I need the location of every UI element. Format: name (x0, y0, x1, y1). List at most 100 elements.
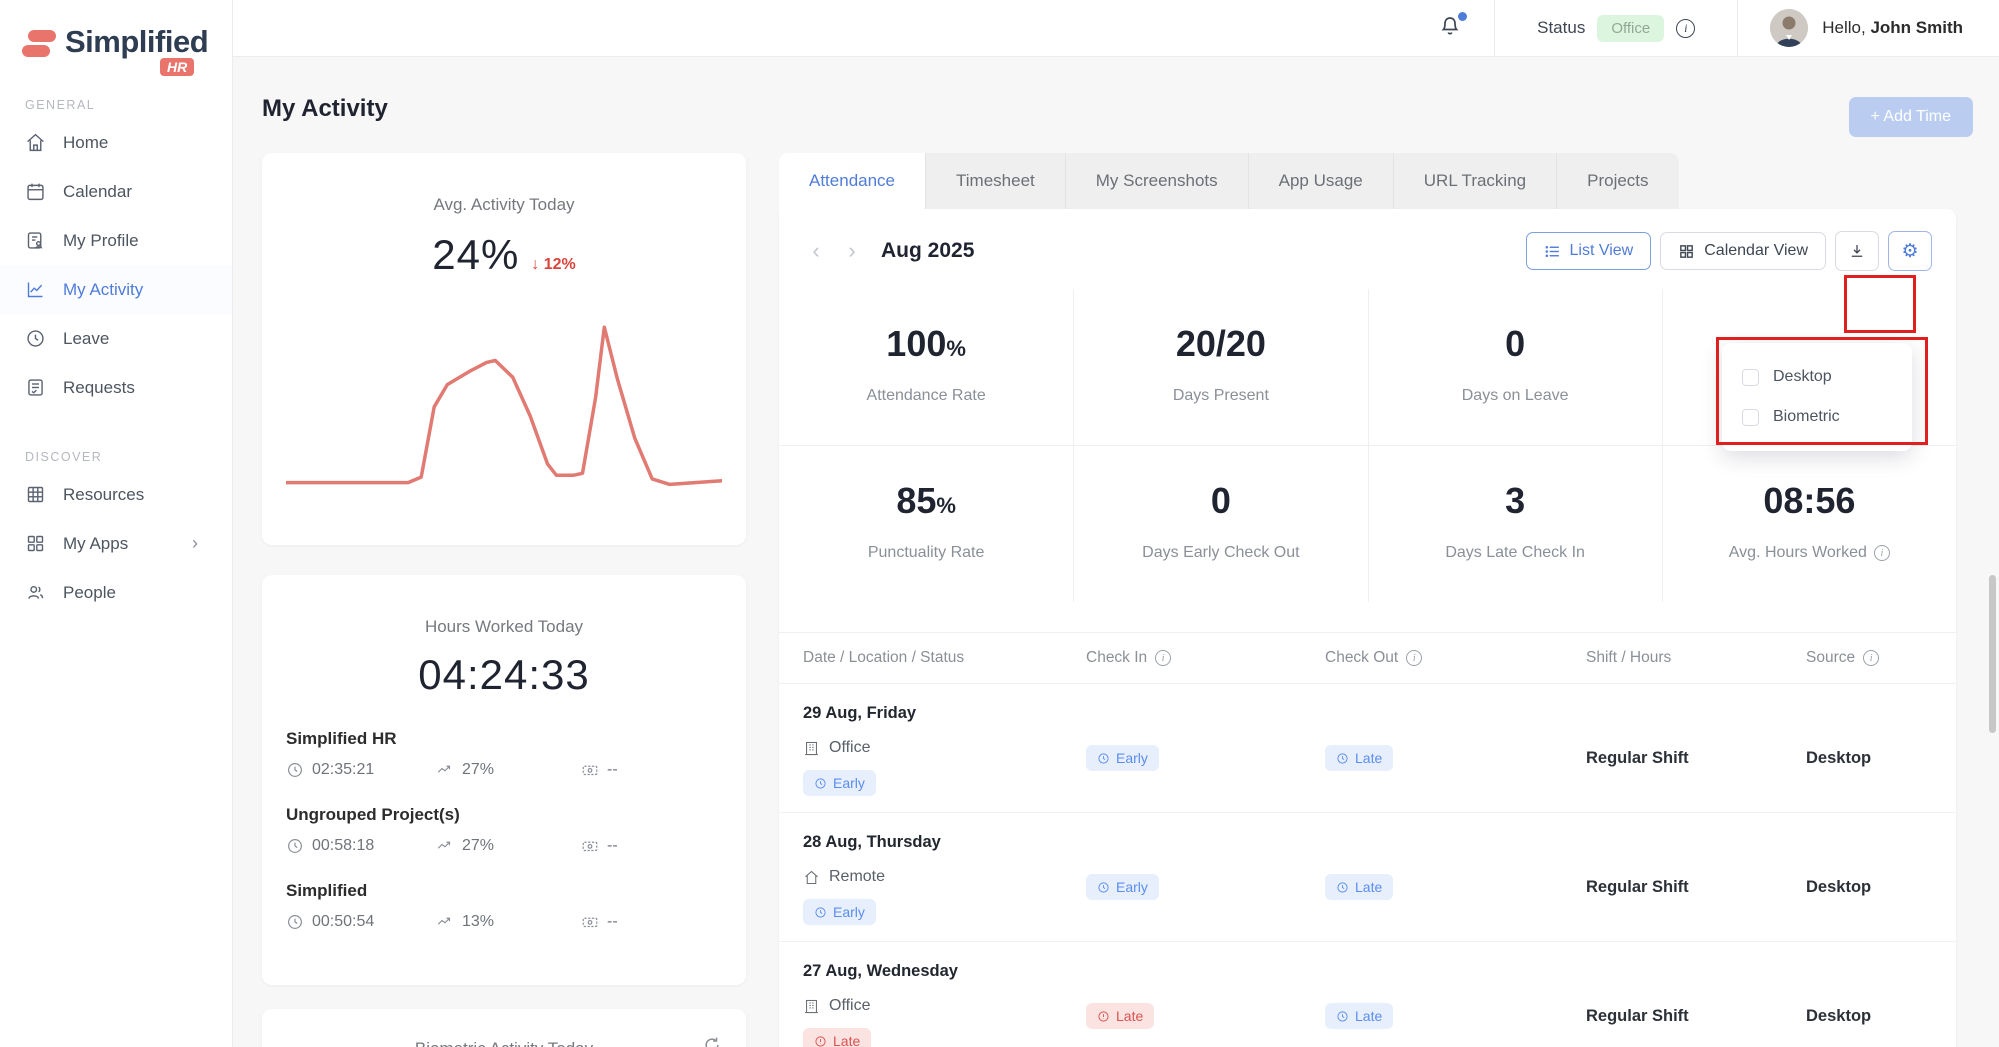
project-percent: 27% (462, 761, 495, 778)
sidebar-item-home[interactable]: Home (0, 118, 232, 167)
attendance-stats-row-1: 100% Attendance Rate 20/20 Days Present … (779, 289, 1956, 445)
avg-activity-card: Avg. Activity Today 24% ↓ 12% (262, 153, 746, 545)
next-month-button[interactable]: › (848, 238, 856, 263)
clock-icon (815, 906, 826, 918)
dropdown-option-label: Desktop (1773, 368, 1832, 385)
status-badge: Late (803, 1028, 872, 1047)
sidebar-item-my-apps[interactable]: My Apps › (0, 519, 232, 568)
people-icon (28, 585, 44, 599)
download-button[interactable] (1835, 231, 1879, 271)
desktop-checkbox[interactable] (1742, 368, 1759, 386)
calendar-view-button[interactable]: Calendar View (1660, 232, 1826, 270)
clock-icon (1337, 752, 1348, 764)
notifications-button[interactable] (1438, 12, 1468, 42)
row-location: Office (829, 739, 871, 756)
settings-button[interactable]: ⚙ (1888, 231, 1932, 271)
tab-timesheet[interactable]: Timesheet (926, 153, 1066, 209)
tab-attendance[interactable]: Attendance (779, 153, 927, 209)
table-row[interactable]: 29 Aug, Friday Office Early Early Late R… (779, 684, 1956, 813)
sidebar-item-label: My Activity (63, 279, 144, 299)
tab-my-screenshots[interactable]: My Screenshots (1065, 153, 1249, 209)
add-time-button[interactable]: + Add Time (1848, 97, 1973, 137)
vertical-scrollbar[interactable] (1989, 575, 1996, 733)
row-date: 27 Aug, Wednesday (803, 962, 958, 980)
row-date: 28 Aug, Thursday (803, 833, 941, 851)
tab-url-tracking[interactable]: URL Tracking (1393, 153, 1558, 209)
sidebar-item-label: Home (63, 132, 109, 152)
biometric-activity-card: Biometric Activity Today (262, 1009, 746, 1047)
stat-avg-hours-worked: 08:56 Avg. Hours Worked i (1661, 445, 1956, 602)
row-source: Desktop (1806, 878, 1872, 896)
building-icon (805, 999, 818, 1013)
money-icon (582, 841, 598, 852)
user-menu[interactable]: Hello, John Smith (1738, 9, 1999, 47)
table-row[interactable]: 27 Aug, Wednesday Office Late Late Late … (779, 942, 1956, 1047)
project-item: Simplified 00:50:54 13% -- (286, 881, 722, 931)
clock-icon (1098, 752, 1109, 764)
biometric-card-title: Biometric Activity Today (415, 1039, 593, 1047)
attendance-stats-row-2: 85% Punctuality Rate 0 Days Early Check … (779, 445, 1956, 602)
project-name: Ungrouped Project(s) (286, 805, 460, 824)
brand-logo-icon (22, 30, 56, 60)
dropdown-option-biometric[interactable]: Biometric (1722, 397, 1912, 437)
chevron-right-icon: › (192, 533, 198, 553)
hours-worked-title: Hours Worked Today (424, 617, 584, 636)
info-icon[interactable]: i (1873, 545, 1890, 561)
dropdown-option-label: Biometric (1773, 408, 1840, 425)
trend-icon (437, 841, 451, 849)
check-in-badge: Early (1086, 874, 1159, 900)
sidebar-item-my-profile[interactable]: My Profile (0, 216, 232, 265)
row-shift: Regular Shift (1586, 878, 1689, 896)
alert-icon (815, 1035, 826, 1047)
project-amount: -- (607, 913, 618, 930)
clock-icon (27, 330, 44, 347)
tab-projects[interactable]: Projects (1557, 153, 1679, 209)
download-icon (1851, 245, 1863, 257)
apps-grid-icon (27, 535, 44, 552)
stat-days-early-check-out: 0 Days Early Check Out (1073, 445, 1368, 602)
activity-sparkline (284, 305, 724, 495)
tab-bar: Attendance Timesheet My Screenshots App … (779, 153, 1679, 209)
row-location: Office (829, 997, 871, 1014)
project-item: Ungrouped Project(s) 00:58:18 27% -- (286, 805, 722, 855)
col-source: Source i (1806, 649, 1932, 667)
sidebar-item-my-activity[interactable]: My Activity (0, 265, 232, 314)
clock-icon (288, 839, 302, 853)
refresh-button[interactable] (702, 1035, 722, 1047)
info-icon[interactable]: i (1863, 650, 1880, 666)
biometric-checkbox[interactable] (1742, 408, 1759, 426)
stat-days-late-check-in: 3 Days Late Check In (1367, 445, 1662, 602)
avg-activity-delta: ↓ 12% (531, 256, 576, 273)
project-percent: 27% (462, 837, 495, 854)
sidebar-item-leave[interactable]: Leave (0, 314, 232, 363)
sidebar-item-calendar[interactable]: Calendar (0, 167, 232, 216)
resources-grid-icon (27, 486, 44, 503)
dropdown-option-desktop[interactable]: Desktop (1722, 357, 1912, 397)
alert-icon (1098, 1010, 1109, 1022)
greeting-text: Hello, John Smith (1822, 18, 1963, 37)
clock-icon (288, 915, 302, 929)
list-view-button[interactable]: List View (1525, 232, 1652, 270)
sidebar-section-discover: DISCOVER (25, 450, 103, 464)
sidebar-item-label: My Profile (63, 230, 139, 250)
sidebar-item-requests[interactable]: Requests (0, 363, 232, 412)
project-time: 00:58:18 (312, 837, 375, 854)
sidebar-item-resources[interactable]: Resources (0, 470, 232, 519)
info-icon[interactable]: i (1406, 650, 1423, 666)
sidebar-item-people[interactable]: People (0, 568, 232, 617)
page-title: My Activity (262, 95, 388, 122)
activity-chart-icon (27, 282, 43, 298)
brand-logo[interactable]: Simplified HR (0, 0, 232, 76)
tab-app-usage[interactable]: App Usage (1248, 153, 1394, 209)
building-icon (805, 741, 818, 755)
sidebar: Simplified HR GENERAL Home Calendar My P… (0, 0, 233, 1047)
clock-icon (1337, 881, 1348, 893)
col-date-location-status: Date / Location / Status (803, 649, 965, 666)
prev-month-button[interactable]: ‹ (812, 238, 820, 263)
top-header: Status Office i Hello, John Smith (233, 0, 1999, 57)
attendance-panel: ‹ › Aug 2025 List View Calendar View ⚙ (779, 209, 1956, 1047)
table-row[interactable]: 28 Aug, Thursday Remote Early Early Late… (779, 813, 1956, 942)
attendance-table-header: Date / Location / Status Check In i Check… (779, 632, 1956, 684)
info-icon[interactable]: i (1155, 650, 1172, 666)
status-info-icon[interactable]: i (1676, 18, 1696, 38)
